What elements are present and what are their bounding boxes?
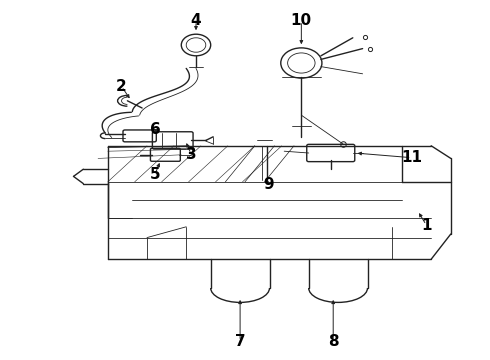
- Text: 10: 10: [291, 13, 312, 28]
- Text: 3: 3: [186, 147, 196, 162]
- Text: 7: 7: [235, 334, 245, 349]
- Text: 11: 11: [401, 150, 422, 165]
- Text: 6: 6: [150, 122, 161, 137]
- Text: 9: 9: [263, 177, 274, 192]
- Text: 5: 5: [149, 167, 160, 182]
- Text: 1: 1: [421, 217, 432, 233]
- Text: 2: 2: [116, 79, 127, 94]
- Text: 8: 8: [328, 334, 339, 349]
- Text: 4: 4: [191, 13, 201, 28]
